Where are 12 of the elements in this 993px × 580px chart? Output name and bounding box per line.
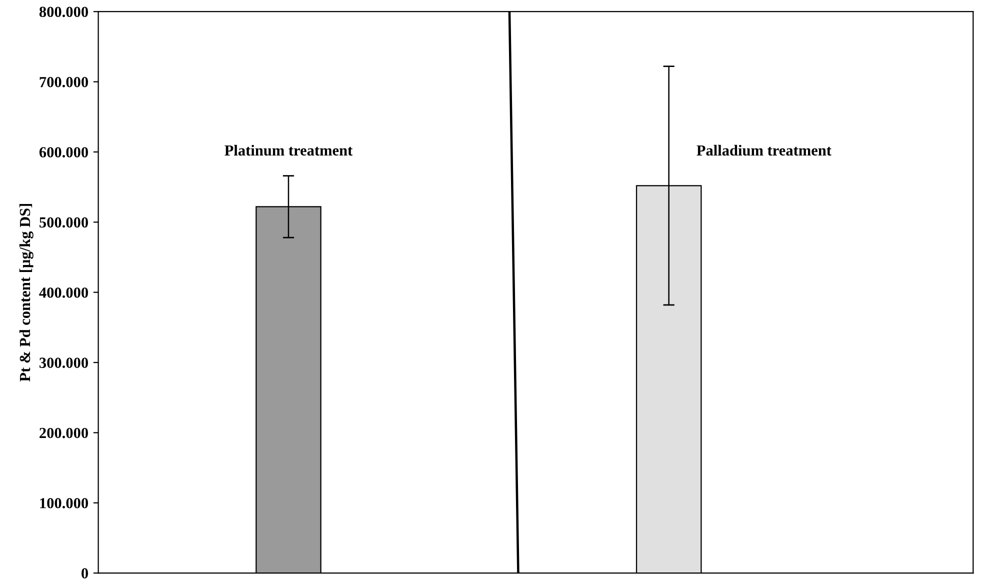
annotation: Platinum treatment: [224, 144, 353, 156]
y-tick-label: 700.000: [40, 76, 88, 88]
annotation: Palladium treatment: [696, 144, 832, 156]
y-tick-label: 400.000: [39, 287, 88, 298]
y-tick-label: 300.000: [40, 358, 88, 368]
y-tick-label: 800.000: [39, 6, 88, 18]
y-axis-title: Pt & Pd content [µg/kg DS]: [19, 204, 34, 382]
y-tick-label: 600.000: [39, 147, 88, 158]
y-tick-label: 0: [82, 568, 88, 578]
y-tick-label: 100.000: [40, 498, 88, 508]
y-tick-label: 200.000: [40, 428, 88, 438]
y-tick-label: 500.000: [40, 217, 88, 228]
